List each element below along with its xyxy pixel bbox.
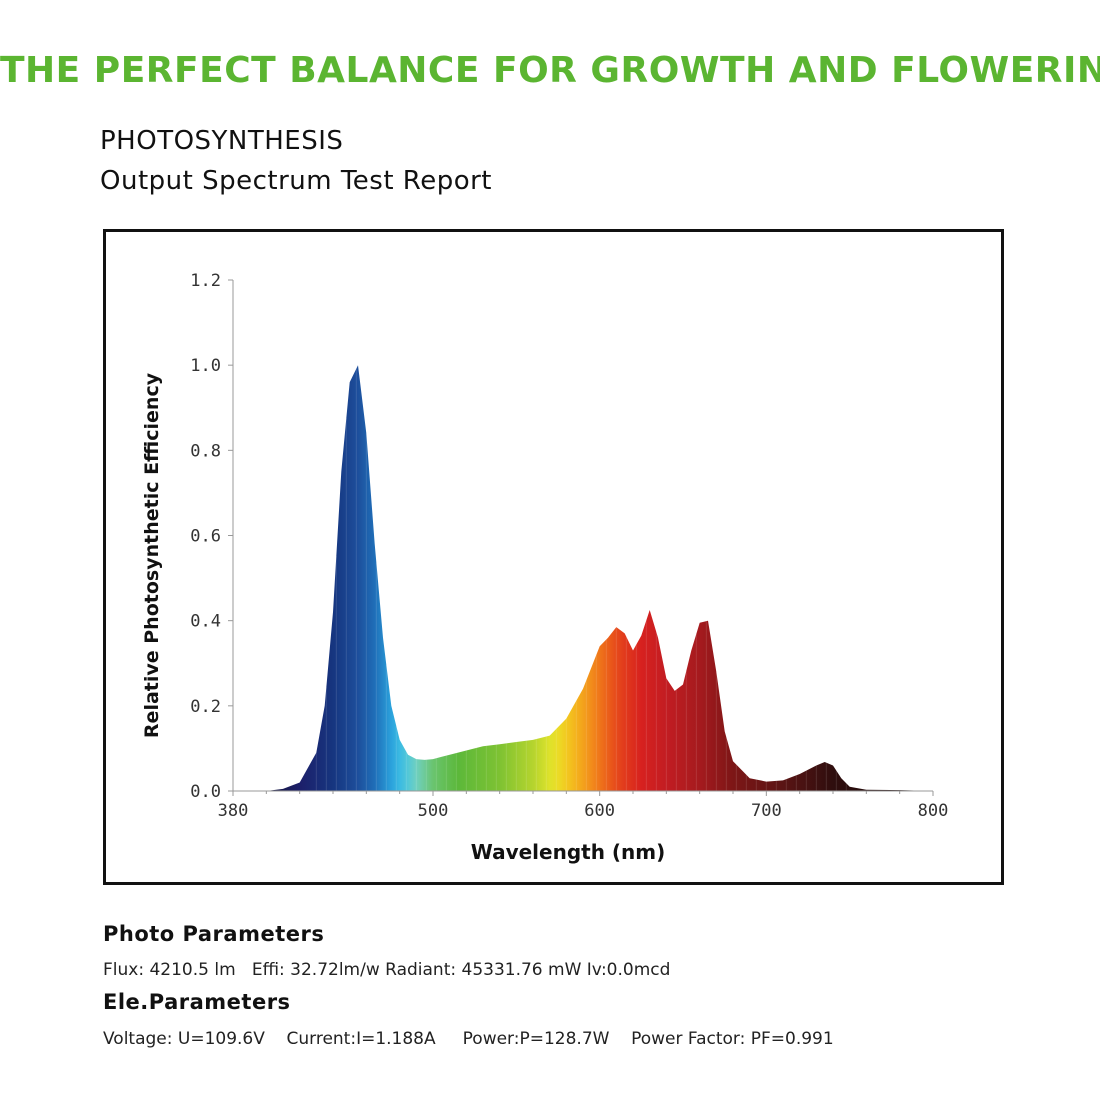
y-tick-label: 0.2	[190, 697, 221, 717]
headline: THE PERFECT BALANCE FOR GROWTH AND FLOWE…	[0, 50, 1100, 91]
x-tick-label: 500	[418, 801, 449, 821]
spectrum-area-layer	[266, 365, 933, 791]
y-tick-label: 1.2	[190, 271, 221, 291]
y-tick-label: 0.0	[190, 782, 221, 802]
axis-layer: 0.0 0.2 0.4 0.6 0.8 1.0 1.2 380 500 600 700 800	[190, 271, 948, 821]
y-tick-label: 0.6	[190, 527, 221, 547]
report-subtitle: Output Spectrum Test Report	[100, 166, 492, 196]
ele-parameters-title: Ele.Parameters	[103, 990, 291, 1014]
y-axis-label: Relative Photosynthetic Efficiency	[141, 372, 163, 738]
spectrum-chart: 0.0 0.2 0.4 0.6 0.8 1.0 1.2 380 500 600 700 800 Rel…	[141, 271, 948, 864]
photo-parameters-values: Flux: 4210.5 lm Effi: 32.72lm/w Radiant:…	[103, 960, 670, 980]
x-tick-label: 380	[218, 801, 249, 821]
y-tick-label: 0.8	[190, 441, 221, 461]
photo-parameters-heading: Photo Parameters	[103, 922, 324, 946]
chart-frame: 0.0 0.2 0.4 0.6 0.8 1.0 1.2 380 500 600 700 800 Rel…	[103, 229, 1004, 885]
y-tick-label: 0.4	[190, 612, 221, 632]
x-tick-label: 600	[584, 801, 615, 821]
ele-parameters-line: Voltage: U=109.6V Current:I=1.188A Power…	[103, 1029, 834, 1049]
y-tick-label: 1.0	[190, 356, 221, 376]
photo-parameters-title: Photo Parameters	[103, 922, 325, 946]
x-tick-label: 800	[918, 801, 949, 821]
x-axis-label: Wavelength (nm)	[471, 840, 666, 864]
photo-parameters-line: Flux: 4210.5 lm Effi: 32.72lm/w Radiant:…	[103, 960, 671, 980]
x-tick-label: 700	[751, 801, 782, 821]
ele-parameters-values: Voltage: U=109.6V Current:I=1.188A Power…	[103, 1029, 834, 1049]
ele-parameters-heading: Ele.Parameters	[103, 990, 291, 1014]
report-title: PHOTOSYNTHESIS	[100, 126, 344, 156]
spectrum-area	[266, 365, 933, 791]
